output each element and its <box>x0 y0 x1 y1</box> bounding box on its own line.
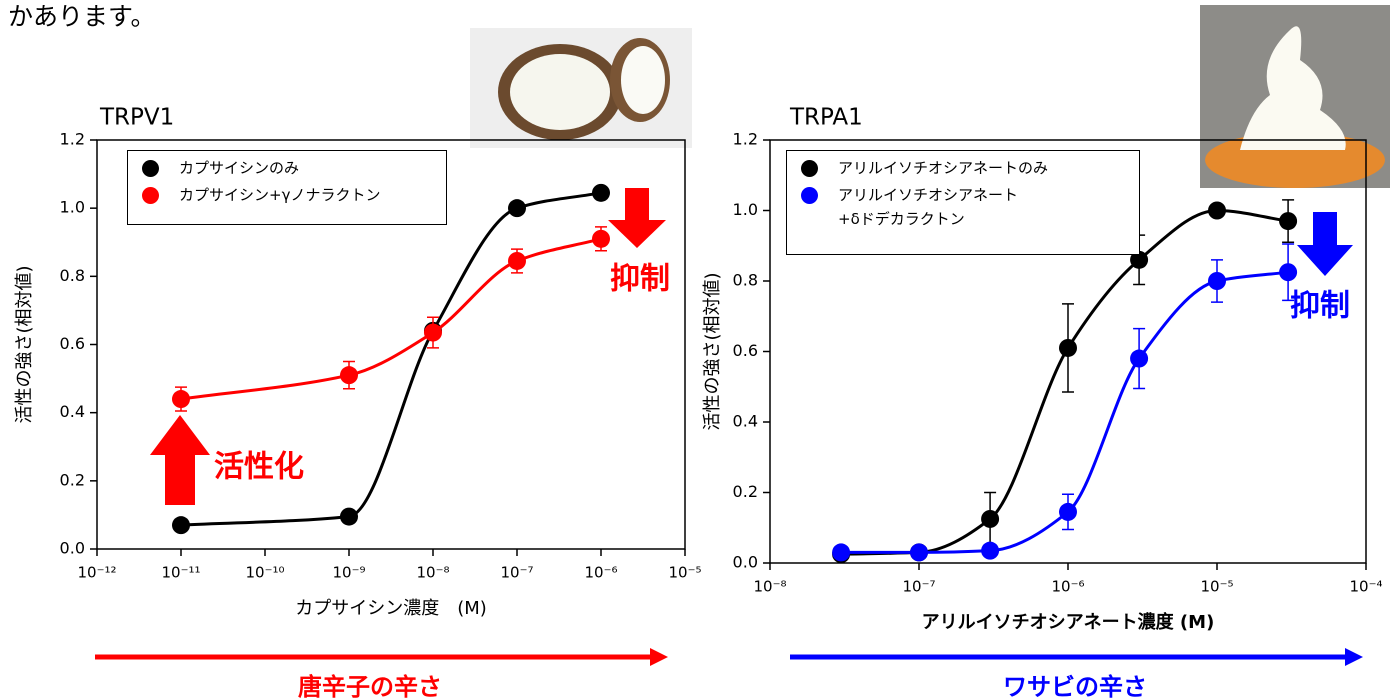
x-tick-label: 10⁻⁷ <box>902 578 935 596</box>
up-arrow <box>150 415 210 505</box>
coconut-image <box>470 28 692 148</box>
y-tick-label: 0.4 <box>60 402 85 421</box>
y-tick-label: 0.6 <box>733 341 758 360</box>
y-tick-label: 0.2 <box>733 482 758 501</box>
point <box>172 390 190 408</box>
point <box>1130 350 1148 368</box>
y-tick-label: 1.2 <box>60 130 85 149</box>
point <box>910 543 928 561</box>
point <box>1208 202 1226 220</box>
y-tick-label: 0.4 <box>733 412 758 431</box>
point <box>340 508 358 526</box>
footer: ワサビの辛さ <box>1003 673 1147 699</box>
legend-label: アリルイソチオシアネート +δドデカラクトン <box>838 183 1018 231</box>
y-tick-label: 0.2 <box>60 470 85 489</box>
point <box>508 252 526 270</box>
y-tick-label: 0.8 <box>60 266 85 285</box>
x-tick-label: 10⁻⁸ <box>753 578 786 596</box>
point <box>424 324 442 342</box>
arrow-head <box>1345 648 1363 666</box>
y-tick-label: 1.2 <box>733 130 758 149</box>
legend-entry: カプサイシン+γノナラクトン <box>138 186 436 207</box>
point <box>832 543 850 561</box>
point <box>508 199 526 217</box>
down-arrow <box>608 188 666 248</box>
down-arrow <box>1297 212 1353 276</box>
annotation: 抑制 <box>610 262 670 297</box>
point <box>592 230 610 248</box>
point <box>1279 212 1297 230</box>
arrow-head <box>650 648 668 666</box>
point <box>1279 263 1297 281</box>
point <box>981 510 999 528</box>
legend-entry: アリルイソチオシアネートのみ <box>797 159 1129 180</box>
x-tick-label: 10⁻⁶ <box>1051 578 1084 596</box>
figure: かあります。 抑制 活性化 抑制 唐辛子の辛さ ワサビの辛さ TRPV1 0.0 0… <box>0 0 1394 699</box>
legend-swatch <box>801 160 818 177</box>
point <box>340 366 358 384</box>
y-tick-label: 1.0 <box>60 198 85 217</box>
legend: アリルイソチオシアネートのみアリルイソチオシアネート +δドデカラクトン <box>786 150 1140 255</box>
legend-label: カプサイシンのみ <box>179 156 299 180</box>
x-tick-label: 10⁻⁶ <box>584 564 617 582</box>
point <box>172 516 190 534</box>
point <box>1208 272 1226 290</box>
x-tick-label: 10⁻⁸ <box>416 564 449 582</box>
softserve-image <box>1200 5 1390 188</box>
x-axis-label: アリルイソチオシアネート濃度 (M) <box>922 611 1215 633</box>
legend-swatch <box>142 160 159 177</box>
x-tick-label: 10⁻⁹ <box>332 564 365 582</box>
legend-swatch <box>142 187 159 204</box>
point <box>1059 503 1077 521</box>
legend: カプサイシンのみカプサイシン+γノナラクトン <box>127 150 447 225</box>
y-axis-label: 活性の強さ(相対値) <box>14 265 35 423</box>
legend-swatch <box>801 187 818 204</box>
x-tick-label: 10⁻⁴ <box>1349 578 1382 596</box>
y-tick-label: 0.6 <box>60 334 85 353</box>
curve <box>181 239 601 399</box>
point <box>592 184 610 202</box>
x-tick-label: 10⁻⁵ <box>668 564 701 582</box>
page: かあります。 抑制 活性化 抑制 唐辛子の辛さ ワサビの辛さ TRPV1 0.0 0… <box>0 0 1394 699</box>
y-tick-label: 0.0 <box>60 539 85 558</box>
x-tick-label: 10⁻¹² <box>77 564 116 582</box>
legend-entry: カプサイシンのみ <box>138 159 436 180</box>
footer: 唐辛子の辛さ <box>298 673 442 699</box>
y-tick-label: 1.0 <box>733 200 758 219</box>
y-tick-label: 0.0 <box>733 553 758 572</box>
y-axis-label: 活性の強さ(相対値) <box>702 272 723 430</box>
legend-label: カプサイシン+γノナラクトン <box>179 183 380 207</box>
y-tick-label: 0.8 <box>733 271 758 290</box>
x-axis-label: カプサイシン濃度 (M) <box>295 598 487 619</box>
annotation: 抑制 <box>1290 289 1350 324</box>
x-tick-label: 10⁻⁷ <box>500 564 533 582</box>
x-tick-label: 10⁻⁵ <box>1200 578 1233 596</box>
intro-text: かあります。 <box>8 2 156 31</box>
legend-label: アリルイソチオシアネートのみ <box>838 156 1048 180</box>
x-tick-label: 10⁻¹¹ <box>161 564 200 582</box>
chart-title: TRPV1 <box>99 105 174 131</box>
x-tick-label: 10⁻¹⁰ <box>245 564 284 582</box>
annotation: 活性化 <box>214 450 304 485</box>
legend-entry: アリルイソチオシアネート +δドデカラクトン <box>797 186 1129 231</box>
point <box>981 542 999 560</box>
curve <box>841 211 1288 555</box>
chart-title: TRPA1 <box>789 105 863 131</box>
point <box>1059 339 1077 357</box>
